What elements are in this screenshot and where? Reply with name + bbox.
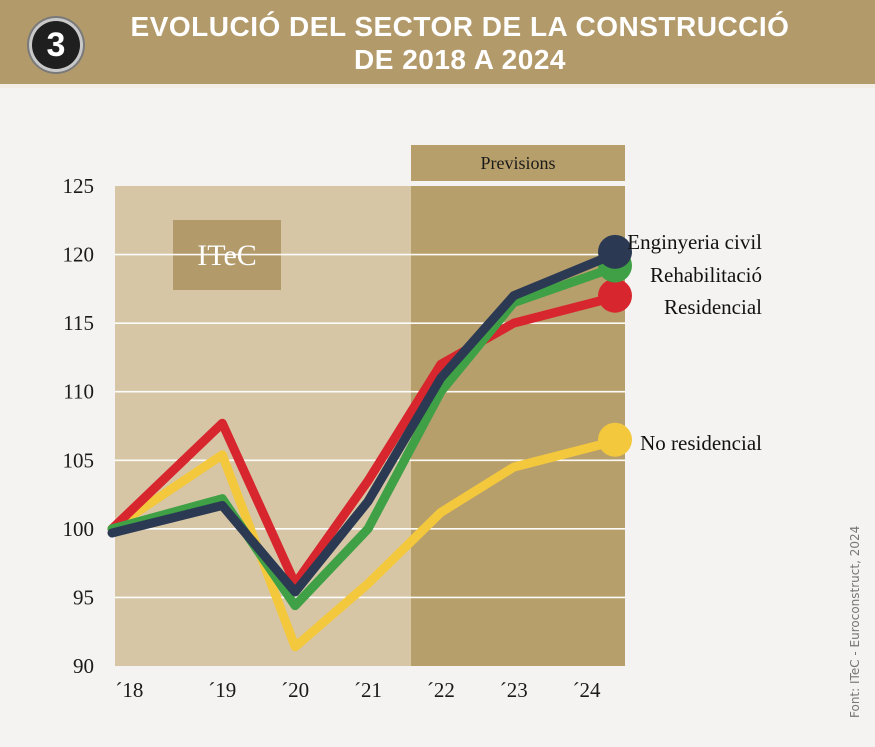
y-tick-label: 105 [63, 448, 95, 472]
itec-logo-text: ITeC [197, 239, 257, 272]
x-tick-label: ´24 [573, 678, 601, 702]
x-tick-label: ´20 [281, 678, 309, 702]
title-line-1: EVOLUCIÓ DEL SECTOR DE LA CONSTRUCCIÓ [130, 11, 790, 42]
x-tick-label: ´21 [354, 678, 382, 702]
x-tick-label: ´22 [427, 678, 455, 702]
forecast-header-box [411, 145, 625, 181]
y-tick-label: 120 [63, 243, 95, 267]
series-line [107, 435, 625, 652]
source-note: Font: ITeC - Euroconstruct, 2024 [848, 525, 862, 718]
series-label: Enginyeria civil [627, 230, 762, 254]
x-tick-label: ´18 [115, 678, 143, 702]
series-line [107, 291, 625, 589]
header-bar: 3 EVOLUCIÓ DEL SECTOR DE LA CONSTRUCCIÓ … [0, 0, 875, 88]
forecast-label: Previsions [480, 153, 555, 173]
y-tick-label: 125 [63, 174, 95, 198]
series-label: Rehabilitació [650, 263, 762, 287]
figure-number-badge: 3 [32, 21, 80, 69]
y-tick-label: 115 [63, 311, 94, 335]
series-line [107, 247, 625, 597]
series-endpoint [598, 278, 632, 313]
series-line [107, 261, 625, 611]
x-tick-label: ´19 [208, 678, 236, 702]
series-label: Residencial [664, 295, 762, 319]
x-tick-label: ´23 [500, 678, 528, 702]
y-tick-label: 90 [73, 654, 94, 678]
series-endpoint [598, 234, 632, 269]
chart-title: EVOLUCIÓ DEL SECTOR DE LA CONSTRUCCIÓ DE… [100, 10, 820, 76]
title-line-2: DE 2018 A 2024 [354, 44, 566, 75]
y-tick-label: 95 [73, 585, 94, 609]
y-tick-label: 110 [63, 380, 94, 404]
series-label: No residencial [640, 431, 762, 455]
forecast-area [411, 186, 625, 666]
series-endpoint [598, 422, 632, 457]
y-tick-label: 100 [63, 517, 95, 541]
